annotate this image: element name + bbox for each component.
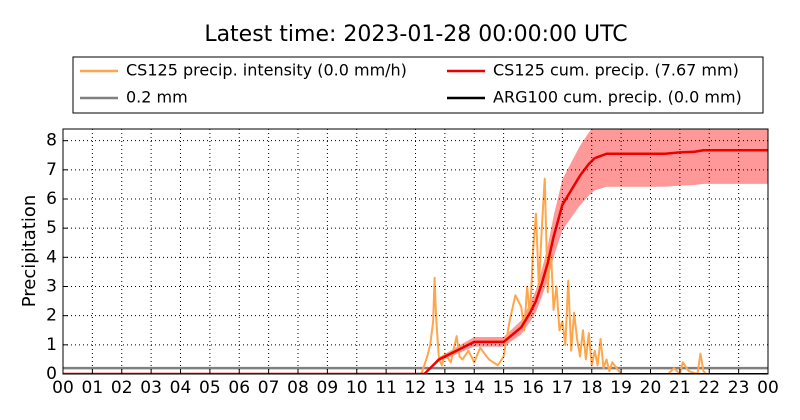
x-tick-label: 12 (405, 378, 427, 398)
x-tick-label: 23 (728, 378, 750, 398)
x-tick-label: 11 (375, 378, 397, 398)
x-tick-label: 16 (522, 378, 544, 398)
x-tick-label: 10 (346, 378, 368, 398)
legend-label: CS125 precip. intensity (0.0 mm/h) (126, 61, 407, 80)
x-tick-label: 15 (493, 378, 515, 398)
x-tick-label: 20 (640, 378, 662, 398)
y-tick-label: 2 (46, 306, 57, 326)
x-tick-label: 01 (82, 378, 104, 398)
x-tick-label: 00 (52, 378, 74, 398)
x-tick-label: 04 (170, 378, 192, 398)
plot-area (63, 129, 768, 374)
y-tick-label: 5 (46, 218, 57, 238)
x-tick-label: 02 (111, 378, 133, 398)
y-tick-label: 6 (46, 189, 57, 209)
y-axis-label: Precipitation (19, 195, 40, 308)
x-tick-label: 05 (199, 378, 221, 398)
legend-label: 0.2 mm (126, 88, 188, 107)
legend-box (72, 56, 764, 114)
x-tick-label: 00 (757, 378, 779, 398)
y-tick-label: 1 (46, 335, 57, 355)
legend-label: CS125 cum. precip. (7.67 mm) (493, 61, 739, 80)
x-tick-label: 08 (287, 378, 309, 398)
y-tick-label: 7 (46, 160, 57, 180)
x-tick-label: 07 (258, 378, 280, 398)
x-tick-label: 14 (463, 378, 485, 398)
x-tick-label: 19 (610, 378, 632, 398)
x-tick-label: 18 (581, 378, 603, 398)
uncertainty-band (63, 129, 768, 374)
x-tick-label: 03 (140, 378, 162, 398)
x-tick-label: 06 (228, 378, 250, 398)
y-tick-label: 3 (46, 277, 57, 297)
y-tick-label: 8 (46, 131, 57, 151)
x-tick-label: 21 (669, 378, 691, 398)
x-tick-label: 13 (434, 378, 456, 398)
y-tick-label: 0 (46, 364, 57, 384)
x-tick-label: 22 (698, 378, 720, 398)
chart-title: Latest time: 2023-01-28 00:00:00 UTC (204, 22, 627, 47)
legend-label: ARG100 cum. precip. (0.0 mm) (493, 88, 742, 107)
y-tick-label: 4 (46, 247, 57, 267)
x-tick-label: 09 (317, 378, 339, 398)
series-line (63, 149, 768, 374)
x-tick-label: 17 (552, 378, 574, 398)
